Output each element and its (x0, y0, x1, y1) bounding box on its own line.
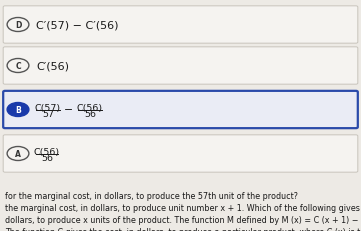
Text: C: C (15, 62, 21, 71)
Circle shape (7, 147, 29, 161)
Text: C(56): C(56) (77, 104, 103, 113)
Text: A: A (15, 149, 21, 158)
Text: 56: 56 (84, 109, 96, 119)
Text: for the marginal cost, in dollars, to produce the 57th unit of the product?: for the marginal cost, in dollars, to pr… (5, 191, 298, 200)
Circle shape (7, 103, 29, 117)
Circle shape (7, 18, 29, 32)
Text: the marginal cost, in dollars, to produce unit number x + 1. Which of the follow: the marginal cost, in dollars, to produc… (5, 203, 361, 212)
FancyBboxPatch shape (3, 91, 358, 129)
Text: −: − (64, 105, 73, 115)
Text: C′(56): C′(56) (36, 61, 69, 71)
Text: dollars, to produce x units of the product. The function M defined by M (x) = C : dollars, to produce x units of the produ… (5, 215, 361, 224)
FancyBboxPatch shape (3, 7, 358, 44)
Text: D: D (15, 21, 21, 30)
FancyBboxPatch shape (3, 135, 358, 172)
Text: C(57): C(57) (35, 104, 61, 113)
Text: The function C gives the cost, in dollars, to produce a particular product, wher: The function C gives the cost, in dollar… (5, 227, 361, 231)
Text: B: B (15, 106, 21, 115)
Text: C′(57) − C′(56): C′(57) − C′(56) (36, 20, 118, 30)
FancyBboxPatch shape (3, 48, 358, 85)
Text: C(56): C(56) (34, 148, 60, 157)
Circle shape (7, 59, 29, 73)
Text: 56: 56 (41, 153, 53, 162)
Text: 57: 57 (42, 109, 54, 119)
